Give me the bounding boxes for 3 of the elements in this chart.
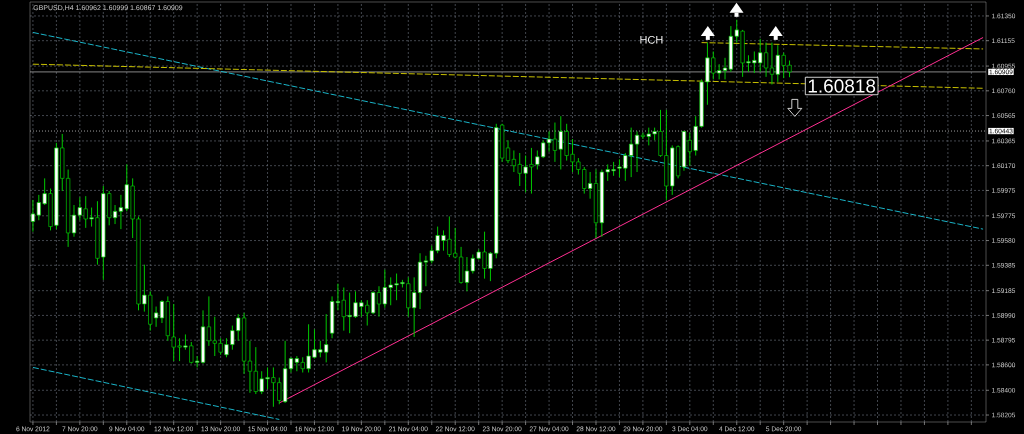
annotation: 1.60818 (808, 79, 876, 93)
annotation: HCH (640, 35, 663, 44)
candlestick (546, 130, 552, 153)
